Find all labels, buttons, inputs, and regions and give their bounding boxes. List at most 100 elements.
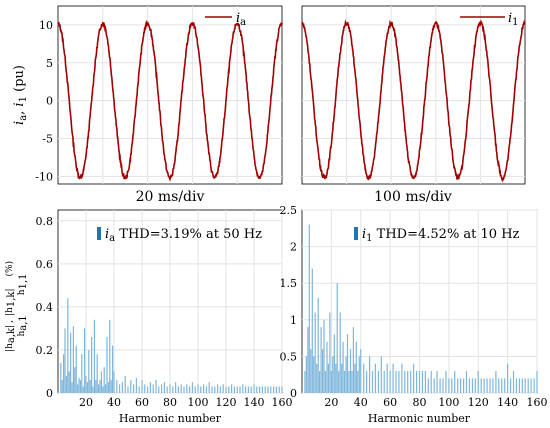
bar-harmonic-4 <box>63 354 65 393</box>
x-axis-label-top-left: 20 ms/div <box>136 189 205 205</box>
bar-harmonic-64 <box>395 371 397 393</box>
bar-harmonic-23 <box>89 380 91 393</box>
bar-harmonic-18 <box>82 386 84 393</box>
y-tick-label: 0.4 <box>36 301 54 314</box>
bar-harmonic-160 <box>536 371 538 393</box>
bar-harmonic-144 <box>259 386 261 393</box>
bar-harmonic-68 <box>152 384 154 393</box>
bar-harmonic-60 <box>389 371 391 393</box>
bar-harmonic-138 <box>250 386 252 393</box>
x-tick-label: 20 <box>79 396 93 409</box>
bar-harmonic-44 <box>366 371 368 393</box>
bar-harmonic-128 <box>489 378 491 393</box>
y-tick-label: 1.5 <box>280 277 298 290</box>
bar-harmonic-35 <box>106 337 108 393</box>
bar-harmonic-66 <box>398 371 400 393</box>
x-tick-label: 100 <box>188 396 209 409</box>
bar-harmonic-82 <box>421 371 423 393</box>
bar-harmonic-140 <box>253 384 255 393</box>
bar-harmonic-142 <box>256 386 258 393</box>
bar-harmonic-19 <box>329 312 331 393</box>
bar-harmonic-104 <box>203 384 205 393</box>
bar-harmonic-62 <box>392 363 394 393</box>
x-tick-label: 140 <box>244 396 265 409</box>
x-tick-label: 60 <box>383 396 397 409</box>
bar-harmonic-90 <box>183 386 185 393</box>
bar-harmonic-118 <box>474 378 476 393</box>
bar-harmonic-50 <box>374 363 376 393</box>
bar-harmonic-58 <box>386 363 388 393</box>
y-tick-label: 2 <box>290 241 297 254</box>
bar-harmonic-37 <box>109 319 111 393</box>
bar-harmonic-2 <box>60 362 62 393</box>
bar-harmonic-15 <box>78 377 80 393</box>
bar-harmonic-88 <box>430 371 432 393</box>
y-tick-label: 0.5 <box>280 350 298 363</box>
bar-harmonic-12 <box>74 367 76 393</box>
y-tick-label: 5 <box>46 57 53 70</box>
bar-harmonic-88 <box>180 384 182 393</box>
bar-harmonic-31 <box>346 334 349 393</box>
bar-harmonic-102 <box>200 386 202 393</box>
legend-label-bottom-left: ia THD=3.19% at 50 Hz <box>105 227 262 244</box>
bar-harmonic-11 <box>317 297 319 393</box>
bar-harmonic-112 <box>214 386 216 393</box>
x-tick-label: 80 <box>413 396 427 409</box>
bar-harmonic-39 <box>112 345 114 393</box>
bar-harmonic-152 <box>524 378 526 393</box>
bar-harmonic-9 <box>314 312 316 393</box>
bar-harmonic-106 <box>205 386 207 393</box>
bar-harmonic-52 <box>377 371 379 393</box>
bar-harmonic-2 <box>304 371 306 393</box>
bar-harmonic-84 <box>175 382 177 393</box>
bar-harmonic-12 <box>319 371 321 393</box>
bar-harmonic-25 <box>338 371 340 393</box>
bar-harmonic-32 <box>102 386 104 393</box>
bar-harmonic-8 <box>313 356 315 393</box>
bar-harmonic-7 <box>67 298 69 393</box>
bar-harmonic-40 <box>360 349 362 393</box>
bar-harmonic-54 <box>133 384 135 393</box>
bar-harmonic-6 <box>65 375 67 393</box>
bar-harmonic-110 <box>463 378 465 393</box>
bar-harmonic-152 <box>270 386 272 393</box>
bar-harmonic-29 <box>98 384 100 393</box>
bar-harmonic-158 <box>533 378 535 393</box>
bar-harmonic-16 <box>324 371 327 393</box>
bar-harmonic-17 <box>326 341 328 393</box>
bar-harmonic-70 <box>155 380 157 393</box>
plot-area-top-right <box>301 5 526 185</box>
bar-harmonic-42 <box>116 380 118 393</box>
x-tick-label: 100 <box>438 396 459 409</box>
bar-harmonic-106 <box>457 378 459 393</box>
plot-area-top-left <box>57 5 283 185</box>
bar-harmonic-30 <box>345 356 347 393</box>
bar-harmonic-26 <box>93 319 95 393</box>
series-line-i_1 <box>301 19 526 183</box>
bar-harmonic-5 <box>308 224 310 393</box>
bar-harmonic-80 <box>418 371 421 393</box>
legend-bottom-right: i1 THD=4.52% at 10 Hz <box>354 227 520 244</box>
bar-harmonic-82 <box>172 386 174 393</box>
bar-harmonic-114 <box>217 384 219 393</box>
bar-harmonic-33 <box>349 349 352 393</box>
bar-harmonic-116 <box>471 378 473 393</box>
bar-harmonic-40 <box>113 371 115 393</box>
legend-top-left: ia <box>205 11 246 28</box>
bar-harmonic-120 <box>225 386 227 393</box>
bar-harmonic-102 <box>451 378 453 393</box>
legend-label-i_1: i1 <box>508 11 519 28</box>
bar-harmonic-27 <box>341 363 343 393</box>
bar-harmonic-100 <box>448 378 450 393</box>
bar-harmonic-126 <box>486 378 488 393</box>
legend-swatch-i_a-bars <box>97 227 101 240</box>
bar-harmonic-28 <box>342 341 344 393</box>
bar-harmonic-74 <box>161 384 163 393</box>
x-tick-label: 20 <box>324 396 338 409</box>
bar-harmonic-33 <box>103 367 105 393</box>
bar-harmonic-52 <box>130 380 132 393</box>
bar-harmonic-146 <box>261 386 263 393</box>
bar-harmonic-25 <box>92 386 94 393</box>
x-tick-label: 40 <box>354 396 368 409</box>
